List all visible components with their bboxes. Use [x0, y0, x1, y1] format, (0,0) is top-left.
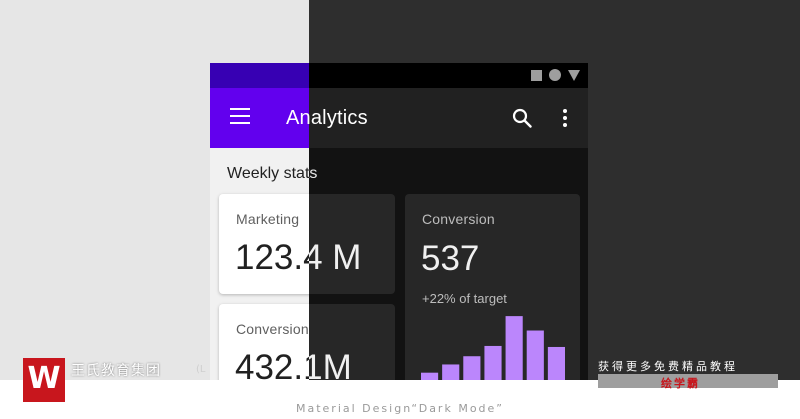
card-value: 432.1M [235, 348, 352, 380]
watermark-brand-bar [598, 374, 778, 388]
conversion-total-card[interactable]: Conversion 432.1M [309, 304, 395, 380]
card-subtitle: +22% of target [422, 291, 507, 306]
status-bar [210, 63, 309, 88]
chart-bar [421, 372, 439, 380]
chart-bar [547, 346, 565, 380]
stop-icon [531, 69, 542, 81]
weekly-bar-chart [421, 316, 565, 380]
card-label: Marketing [236, 211, 300, 227]
chart-bar [526, 330, 544, 380]
card-label: Conversion [236, 321, 309, 337]
section-title: Weekly stats [309, 165, 317, 183]
app-bar: Analytics [210, 88, 309, 148]
card-value: 123.4 M [309, 238, 361, 278]
phone-light-theme: Analytics Weekly stats Marketing 123.4 M… [210, 63, 362, 380]
section-title: Weekly stats [227, 165, 318, 182]
card-value: 537 [421, 239, 480, 278]
watermark-promo: 获得更多免费精品教程 [598, 360, 738, 373]
card-label: Conversion [422, 211, 495, 227]
chart-bar [442, 364, 460, 380]
marketing-card[interactable]: Marketing 123.4 M [219, 194, 362, 294]
more-vert-icon[interactable] [561, 108, 569, 128]
card-value: 432.1M [309, 348, 352, 380]
chart-bar [505, 316, 523, 380]
watermark-brand: 绘学霸 [661, 377, 700, 390]
watermark-org-sub: (L [196, 364, 206, 375]
menu-icon[interactable] [230, 108, 250, 124]
app-title: Analytics [286, 107, 368, 129]
conversion-card[interactable]: Conversion 537 +22% of target [405, 194, 580, 380]
home-icon [549, 69, 561, 81]
card-value: 123.4 M [235, 238, 362, 277]
caption: Material Design“Dark Mode” [296, 402, 504, 415]
search-icon[interactable] [512, 108, 532, 128]
phone-dark-theme: Analytics Weekly stats Marketing 123.4 M… [286, 63, 588, 380]
app-bar: Analytics [286, 88, 588, 148]
app-title: Analytics [286, 107, 309, 130]
back-icon [568, 69, 580, 81]
chart-bar [484, 345, 502, 380]
watermark-logo: W [23, 358, 65, 402]
watermark-org-name: 王氏教育集团 [71, 363, 161, 379]
chart-bar [463, 356, 481, 380]
marketing-card[interactable]: Marketing 123.4 M [309, 194, 395, 294]
conversion-total-card[interactable]: Conversion 432.1M [219, 304, 352, 380]
status-bar [309, 63, 588, 88]
